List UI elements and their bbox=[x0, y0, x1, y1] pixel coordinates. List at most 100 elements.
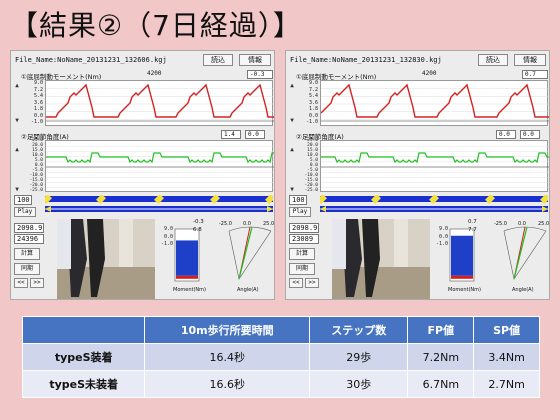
angle-tick-label: -5.0 bbox=[32, 168, 43, 173]
moment-down-arrow[interactable]: ▼ bbox=[290, 117, 294, 124]
timeline-marker bbox=[429, 194, 439, 204]
walking-video-frame bbox=[332, 219, 430, 299]
angle-tick-label: 15.0 bbox=[32, 148, 43, 153]
moment-tick-label: 5.4 bbox=[308, 93, 318, 100]
info-button[interactable]: 情報 bbox=[514, 54, 546, 66]
header-sp: SP値 bbox=[473, 316, 540, 344]
speed-value-box[interactable]: 100 bbox=[289, 195, 307, 205]
timeline-scrollbar[interactable] bbox=[42, 194, 274, 212]
angle-axis-right: 25.0 bbox=[538, 221, 550, 227]
angle-needle-green bbox=[513, 226, 528, 280]
moment-chart-svg bbox=[46, 83, 274, 122]
prev-button[interactable]: << bbox=[289, 278, 303, 288]
sync-button[interactable]: 同期 bbox=[14, 263, 40, 275]
timeline-start-handle bbox=[45, 206, 51, 212]
angle-tick-label: 5.0 bbox=[34, 158, 43, 163]
speed-value-box[interactable]: 100 bbox=[14, 195, 32, 205]
angle-value-box-2: 0.0 bbox=[245, 130, 265, 139]
calc-button[interactable]: 計算 bbox=[289, 248, 315, 260]
calc-button[interactable]: 計算 bbox=[14, 248, 40, 260]
timeline-marker bbox=[265, 194, 274, 204]
angle-axis-mid: 0.0 bbox=[243, 221, 251, 227]
timeline-marker bbox=[42, 194, 52, 204]
sync-button[interactable]: 同期 bbox=[289, 263, 315, 275]
moment-tick-label: -1.0 bbox=[305, 119, 318, 126]
frame-counter-2: 24396 bbox=[14, 234, 44, 244]
cell-steps: 29歩 bbox=[309, 343, 409, 371]
next-button[interactable]: >> bbox=[305, 278, 319, 288]
moment-plot bbox=[45, 80, 274, 126]
walking-video-frame bbox=[57, 219, 155, 299]
moment-caption: Moment(Nm) bbox=[173, 287, 206, 293]
angle-axis-mid: 0.0 bbox=[518, 221, 526, 227]
video-helper bbox=[57, 219, 71, 269]
angle-tick-label: 25.0 bbox=[307, 138, 318, 143]
angle-fan-frame bbox=[228, 230, 272, 280]
moment-up-arrow[interactable]: ▲ bbox=[290, 82, 294, 89]
angle-up-arrow[interactable]: ▲ bbox=[290, 146, 294, 153]
angle-down-arrow[interactable]: ▼ bbox=[290, 186, 294, 193]
video-door bbox=[119, 219, 133, 267]
table-row: typeS未装着 16.6秒 30歩 6.7Nm 2.7Nm bbox=[21, 370, 540, 398]
moment-value-box: -0.3 bbox=[247, 70, 273, 79]
play-button[interactable]: Play bbox=[14, 207, 36, 217]
angle-chart-svg bbox=[321, 145, 549, 189]
results-header-row: 10m歩行所要時間 ステップ数 FP値 SP値 bbox=[21, 316, 540, 344]
load-button[interactable]: 読込 bbox=[203, 54, 233, 66]
frame-counter-1: 2098.9 bbox=[14, 223, 44, 233]
video-scene-svg bbox=[332, 219, 430, 299]
bar-tick-label: 0.0 bbox=[163, 233, 173, 240]
timeline-marker bbox=[485, 194, 495, 204]
frame-counter-1: 2098.9 bbox=[289, 223, 319, 233]
gauge-svg bbox=[449, 226, 547, 282]
angle-down-arrow[interactable]: ▼ bbox=[15, 186, 19, 193]
moment-up-arrow[interactable]: ▲ bbox=[15, 82, 19, 89]
angle-tick-label: 20.0 bbox=[32, 143, 43, 148]
angle-value-box-1: 0.0 bbox=[496, 130, 516, 139]
angle-tick-label: -10.0 bbox=[29, 173, 43, 178]
moment-count-box[interactable]: 4200 bbox=[147, 70, 162, 77]
play-button[interactable]: Play bbox=[289, 207, 311, 217]
timeline-marker bbox=[210, 194, 220, 204]
angle-plot bbox=[45, 140, 274, 192]
moment-series-line bbox=[320, 83, 549, 118]
angle-value-box-2: 0.0 bbox=[520, 130, 540, 139]
timeline-svg[interactable] bbox=[42, 194, 274, 217]
video-person-legs bbox=[342, 219, 362, 297]
angle-tick-label: 0.0 bbox=[309, 163, 318, 168]
moment-tick-label: 7.2 bbox=[33, 86, 43, 93]
video-person-right bbox=[87, 219, 105, 297]
angle-series-line bbox=[321, 152, 549, 164]
next-button[interactable]: >> bbox=[30, 278, 44, 288]
timeline-svg[interactable] bbox=[317, 194, 549, 217]
video-scene-svg bbox=[57, 219, 155, 299]
bar-top-value: 0.7 bbox=[468, 219, 477, 225]
timeline-marker bbox=[154, 194, 164, 204]
table-row: typeS装着 16.4秒 29歩 7.2Nm 3.4Nm bbox=[21, 343, 540, 371]
timeline-scrollbar[interactable] bbox=[317, 194, 549, 212]
moment-tick-label: 1.8 bbox=[33, 106, 43, 113]
angle-tick-label: -20.0 bbox=[29, 183, 43, 188]
moment-tick-label: 9.0 bbox=[308, 80, 318, 86]
moment-bar-zero bbox=[176, 275, 198, 279]
cell-sp: 3.4Nm bbox=[473, 343, 540, 371]
moment-down-arrow[interactable]: ▼ bbox=[15, 117, 19, 124]
angle-up-arrow[interactable]: ▲ bbox=[15, 146, 19, 153]
results-table: 10m歩行所要時間 ステップ数 FP値 SP値 typeS装着 16.4秒 29… bbox=[21, 316, 540, 398]
timeline-marker bbox=[317, 194, 327, 204]
angle-series-line bbox=[46, 152, 274, 164]
angle-axis-left: -25.0 bbox=[494, 221, 507, 227]
timeline-marker bbox=[371, 194, 381, 204]
video-helper bbox=[332, 219, 346, 269]
cell-walk-time: 16.4秒 bbox=[144, 343, 311, 371]
moment-count-box[interactable]: 4200 bbox=[422, 70, 437, 77]
angle-tick-label: -25.0 bbox=[304, 188, 318, 193]
angle-tick-label: -10.0 bbox=[304, 173, 318, 178]
header-steps: ステップ数 bbox=[309, 316, 409, 344]
info-button[interactable]: 情報 bbox=[239, 54, 271, 66]
load-button[interactable]: 読込 bbox=[478, 54, 508, 66]
prev-button[interactable]: << bbox=[14, 278, 28, 288]
angle-fan-frame bbox=[503, 230, 547, 280]
angle-tick-label: -25.0 bbox=[29, 188, 43, 193]
moment-series-line bbox=[46, 83, 274, 118]
